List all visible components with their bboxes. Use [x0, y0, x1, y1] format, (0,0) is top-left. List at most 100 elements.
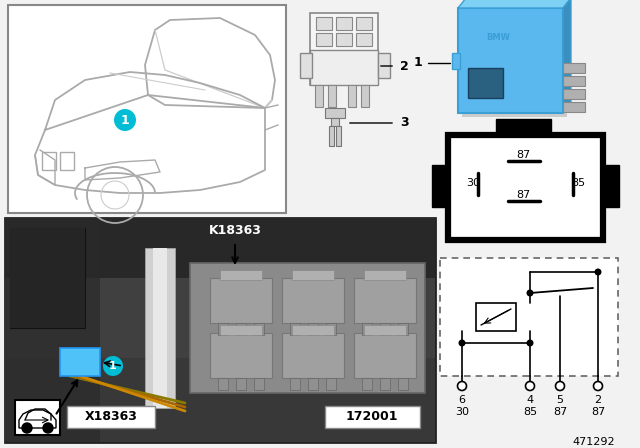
Text: X18363: X18363 — [84, 410, 138, 423]
Bar — [364, 270, 406, 280]
Bar — [5, 358, 435, 442]
Circle shape — [458, 382, 467, 391]
Bar — [308, 378, 318, 390]
Text: 471292: 471292 — [572, 437, 615, 447]
Bar — [210, 333, 272, 378]
Bar — [316, 33, 332, 46]
Bar — [153, 248, 167, 408]
Bar — [67, 406, 155, 428]
Circle shape — [43, 423, 53, 433]
Polygon shape — [19, 410, 56, 428]
Bar — [563, 63, 585, 73]
Bar — [220, 325, 262, 335]
Text: 1: 1 — [120, 113, 129, 126]
Bar — [5, 218, 100, 442]
Text: 4: 4 — [527, 395, 534, 405]
Bar — [348, 85, 356, 107]
Bar — [458, 8, 563, 113]
Circle shape — [114, 109, 136, 131]
Bar — [329, 126, 334, 146]
Bar — [563, 89, 585, 99]
Text: 1: 1 — [109, 361, 117, 371]
Bar — [603, 165, 619, 207]
Bar — [210, 278, 272, 323]
Text: 172001: 172001 — [346, 410, 398, 423]
Text: 30: 30 — [466, 178, 480, 188]
Bar — [5, 278, 435, 358]
Bar — [292, 270, 334, 280]
Circle shape — [458, 340, 465, 346]
Bar — [300, 53, 312, 78]
Text: 6: 6 — [458, 395, 465, 405]
Bar — [218, 378, 228, 390]
Bar — [325, 406, 420, 428]
Bar — [398, 323, 408, 335]
Bar — [563, 76, 585, 86]
Bar — [440, 258, 618, 376]
Bar — [468, 68, 503, 98]
Bar — [218, 323, 228, 335]
Bar — [236, 378, 246, 390]
Bar — [462, 12, 567, 117]
Bar — [452, 53, 460, 69]
Bar — [432, 165, 448, 207]
Bar — [325, 108, 345, 118]
Circle shape — [595, 268, 602, 276]
Bar — [42, 152, 56, 170]
Text: 87: 87 — [516, 150, 530, 160]
Bar — [354, 333, 416, 378]
Bar — [336, 33, 352, 46]
Bar — [326, 323, 336, 335]
Bar — [254, 378, 264, 390]
Bar — [496, 119, 551, 135]
Bar — [310, 50, 378, 85]
Bar — [331, 118, 339, 126]
Text: 2: 2 — [595, 395, 602, 405]
Bar — [326, 378, 336, 390]
Bar — [5, 218, 435, 442]
Text: 87: 87 — [516, 190, 530, 200]
Circle shape — [525, 382, 534, 391]
Bar — [236, 323, 246, 335]
Bar — [282, 333, 344, 378]
Circle shape — [556, 382, 564, 391]
Bar — [290, 323, 300, 335]
Bar — [5, 218, 435, 278]
Polygon shape — [563, 0, 571, 113]
Text: BMW: BMW — [486, 34, 510, 43]
Bar — [292, 325, 334, 335]
Circle shape — [527, 289, 534, 297]
Bar — [10, 228, 85, 328]
Bar — [190, 263, 425, 393]
Circle shape — [593, 382, 602, 391]
Text: 85: 85 — [571, 178, 585, 188]
Bar — [361, 85, 369, 107]
Bar — [254, 323, 264, 335]
Bar — [316, 17, 332, 30]
Bar — [362, 323, 372, 335]
Bar — [380, 378, 390, 390]
Bar — [8, 5, 286, 213]
Bar — [310, 13, 378, 85]
Bar — [60, 348, 100, 376]
Bar — [380, 323, 390, 335]
Text: 1: 1 — [413, 56, 422, 69]
Text: 30: 30 — [455, 407, 469, 417]
Bar — [336, 17, 352, 30]
Circle shape — [22, 423, 32, 433]
Bar — [398, 378, 408, 390]
Bar — [10, 228, 85, 328]
Bar — [328, 85, 336, 107]
Bar — [15, 400, 60, 435]
Bar — [60, 152, 74, 170]
Bar — [354, 278, 416, 323]
Text: K18363: K18363 — [209, 224, 261, 237]
Bar — [448, 135, 603, 240]
Text: 5: 5 — [557, 395, 563, 405]
Bar — [290, 378, 300, 390]
Circle shape — [103, 356, 123, 376]
Bar — [356, 33, 372, 46]
Bar — [356, 17, 372, 30]
Text: 3: 3 — [400, 116, 408, 129]
Text: 87: 87 — [591, 407, 605, 417]
